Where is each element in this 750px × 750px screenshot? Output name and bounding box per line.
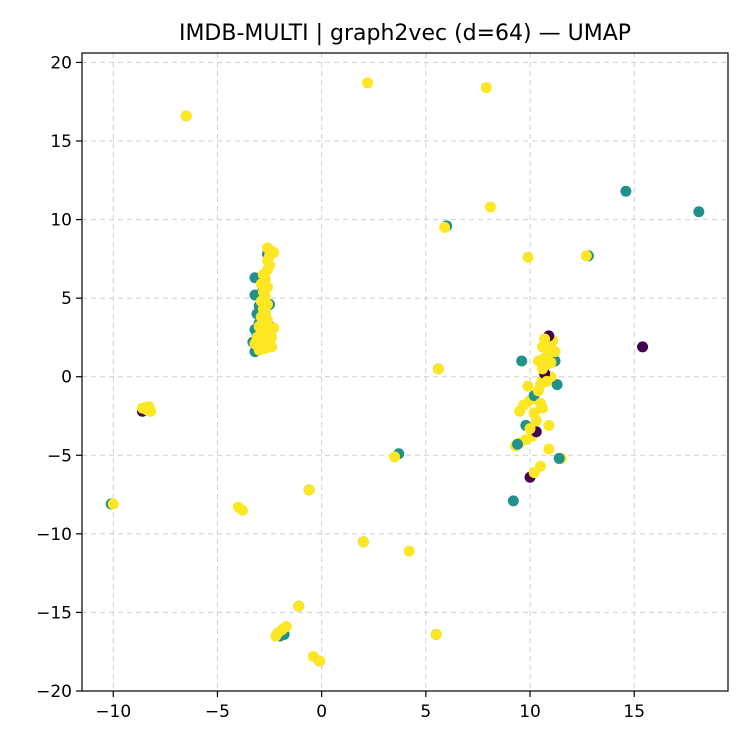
scatter-point [430, 628, 442, 640]
scatter-point [532, 355, 544, 367]
y-tick-label: 5 [61, 289, 72, 309]
scatter-point [507, 495, 519, 507]
scatter-point [403, 545, 415, 557]
scatter-point [580, 250, 592, 262]
scatter-point [314, 655, 326, 667]
y-tick-label: −15 [36, 603, 72, 623]
scatter-point [543, 419, 555, 431]
y-tick-label: 0 [61, 368, 72, 388]
scatter-point [537, 402, 549, 414]
scatter-point [107, 498, 119, 510]
scatter-point [537, 341, 549, 353]
scatter-point [528, 407, 540, 419]
scatter-point [268, 322, 280, 334]
scatter-point [543, 443, 555, 455]
scatter-point [270, 630, 282, 642]
scatter-point [259, 342, 271, 354]
scatter-point [549, 346, 561, 358]
scatter-point [522, 251, 534, 263]
scatter-point [524, 423, 536, 435]
scatter-point [551, 379, 563, 391]
scatter-point [357, 536, 369, 548]
x-tick-label: 10 [519, 702, 541, 722]
y-tick-label: 20 [50, 53, 72, 73]
scatter-point [389, 451, 401, 463]
scatter-point [236, 504, 248, 516]
points-layer [105, 77, 705, 667]
y-tick-label: 10 [50, 211, 72, 231]
scatter-point [180, 110, 192, 122]
scatter-point [268, 247, 280, 259]
y-tick-label: 15 [50, 132, 72, 152]
x-axis: −10 −5 0 5 10 15 [95, 691, 645, 722]
x-tick-label: 15 [623, 702, 645, 722]
x-tick-label: 0 [316, 702, 327, 722]
scatter-point [693, 206, 705, 218]
y-tick-label: −5 [47, 446, 72, 466]
scatter-point [145, 405, 157, 417]
scatter-point [361, 77, 373, 89]
y-tick-label: −10 [36, 525, 72, 545]
scatter-point [534, 460, 546, 472]
scatter-point [480, 82, 492, 94]
scatter-point [516, 355, 528, 367]
scatter-point [637, 341, 649, 353]
scatter-point [545, 357, 557, 369]
scatter-point [293, 600, 305, 612]
scatter-point [512, 438, 524, 450]
x-tick-label: −5 [205, 702, 230, 722]
x-tick-label: 5 [420, 702, 431, 722]
scatter-point [432, 363, 444, 375]
scatter-point [280, 621, 292, 633]
scatter-point [522, 380, 534, 392]
scatter-point [303, 484, 315, 496]
scatter-point [136, 402, 148, 414]
scatter-point [620, 185, 632, 197]
x-tick-label: −10 [95, 702, 131, 722]
chart-title: IMDB-MULTI | graph2vec (d=64) — UMAP [179, 21, 631, 46]
plot-frame [81, 52, 729, 692]
scatter-point [249, 338, 261, 350]
y-tick-label: −20 [36, 682, 72, 702]
scatter-point [439, 221, 451, 233]
scatter-point [541, 375, 553, 387]
y-axis: −20 −15 −10 −5 0 5 10 15 20 [36, 53, 82, 702]
grid [82, 53, 728, 692]
scatter-point [553, 452, 565, 464]
scatter-point [484, 201, 496, 213]
